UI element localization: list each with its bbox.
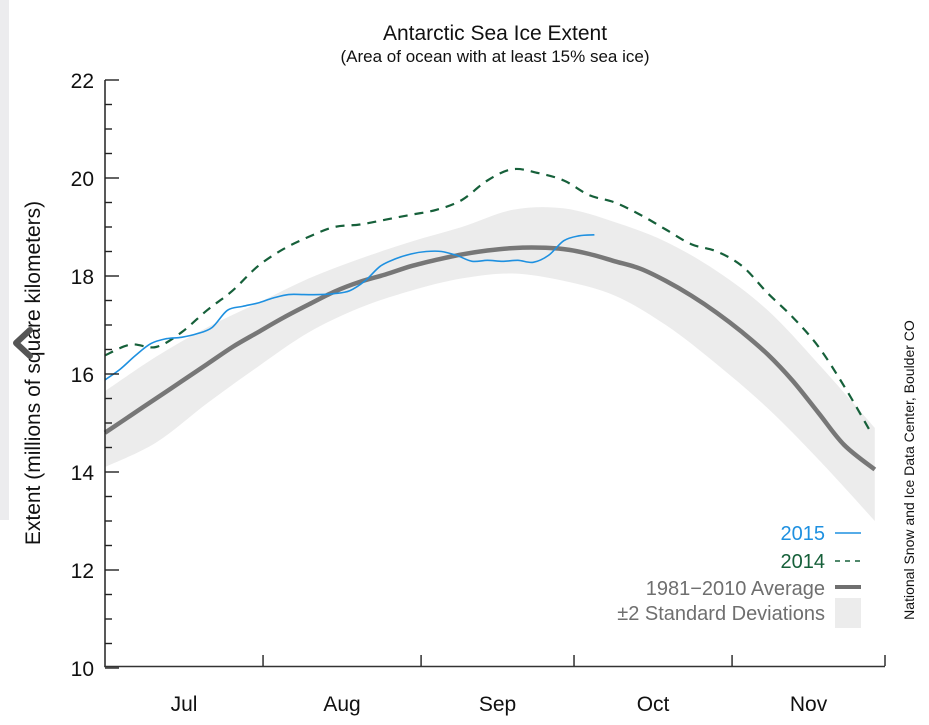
x-tick-label: Sep: [479, 693, 516, 716]
std-dev-band: [105, 207, 875, 521]
std-dev-band-layer: [105, 207, 875, 521]
chart-title: Antarctic Sea Ice Extent: [383, 22, 607, 45]
chevron-left-icon[interactable]: [10, 325, 36, 361]
y-axis-label: Extent (millions of square kilometers): [22, 201, 45, 545]
credit-text: National Snow and Ice Data Center, Bould…: [901, 320, 917, 620]
legend-label-2015: 2015: [781, 523, 826, 545]
legend-label-2014: 2014: [781, 551, 826, 573]
y-tick-label: 22: [71, 70, 94, 93]
series-line-average: [103, 245, 877, 472]
x-tick-label: Oct: [637, 693, 670, 716]
window-edge: [0, 0, 9, 520]
legend: 2015 2014 1981−2010 Average ±2 Standard …: [617, 523, 861, 628]
x-tick-label: Jul: [171, 693, 198, 716]
x-tick-label: Nov: [790, 693, 828, 716]
legend-label-std-dev: ±2 Standard Deviations: [617, 603, 825, 625]
legend-swatch-std-dev: [835, 598, 861, 628]
y-tick-label: 12: [71, 560, 94, 583]
y-tick-label: 10: [71, 658, 94, 681]
y-ticks: 10 12 14 16 18 20 22: [71, 70, 119, 681]
y-tick-label: 18: [71, 266, 94, 289]
chart-subtitle: (Area of ocean with at least 15% sea ice…: [341, 47, 650, 66]
legend-label-average: 1981−2010 Average: [646, 578, 825, 600]
y-tick-label: 20: [71, 168, 94, 191]
series-layer: [103, 167, 877, 472]
x-tick-label: Aug: [323, 693, 360, 716]
series-line-2014: [104, 167, 871, 431]
y-tick-label: 14: [71, 462, 95, 485]
series-line-2015: [104, 234, 595, 381]
y-tick-label: 16: [71, 364, 94, 387]
x-ticks: Jul Aug Sep Oct Nov: [171, 655, 886, 716]
